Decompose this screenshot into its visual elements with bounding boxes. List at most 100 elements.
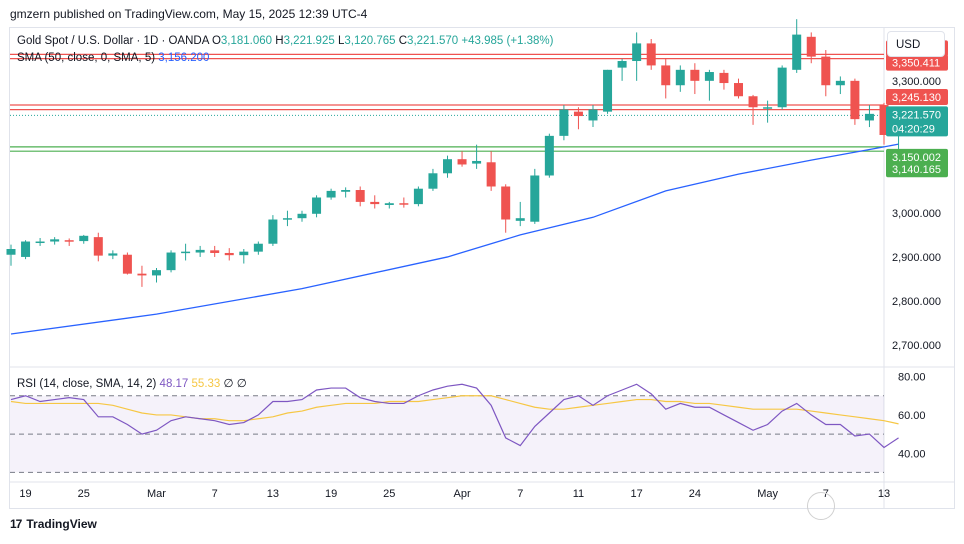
tag-level-5-bg — [886, 148, 948, 165]
candle-body — [6, 249, 16, 255]
candle-body — [777, 67, 787, 108]
tag-level-2: 3,350.411 — [892, 58, 940, 70]
tag-level-3-bg — [886, 88, 948, 105]
tag-last-price: 3,221.570 — [892, 109, 941, 121]
time-tick-label: Apr — [453, 488, 470, 500]
time-tick-label: 13 — [878, 488, 890, 500]
candle-body — [646, 43, 656, 66]
candle-body — [835, 80, 845, 86]
candle-body — [268, 219, 278, 244]
candle-body — [632, 43, 642, 62]
rsi-tick-label: 80.00 — [898, 372, 926, 384]
sma-label[interactable]: SMA (50, close, 0, SMA, 5) — [17, 52, 156, 64]
candle-body — [384, 203, 394, 205]
price-tick-label: 3,300.000 — [892, 76, 941, 88]
rsi-tick-label: 60.00 — [898, 410, 926, 422]
candle-body — [690, 69, 700, 81]
candle-body — [79, 235, 89, 242]
candle-body — [879, 105, 889, 135]
change-value: +43.985 (+1.38%) — [461, 35, 554, 47]
candle-body — [806, 36, 816, 57]
candle-body — [195, 249, 205, 253]
candle-body — [50, 239, 60, 242]
candle-body — [443, 159, 452, 174]
rsi-na-2: ∅ — [236, 378, 247, 390]
candle-body — [719, 72, 729, 84]
time-tick-label: 25 — [78, 488, 90, 500]
candle-body — [515, 218, 525, 221]
candle-body — [530, 175, 540, 222]
ohlc-legend: Gold Spot / U.S. Dollar · 1D · OANDA O 3,… — [17, 35, 554, 47]
time-tick-label: May — [757, 488, 778, 500]
currency-button[interactable]: USD — [887, 31, 945, 57]
candle-body — [93, 237, 103, 256]
time-tick-label: 19 — [19, 488, 31, 500]
candle-body — [21, 241, 31, 257]
candle-body — [152, 270, 161, 276]
candle-body — [399, 203, 409, 205]
high-label: H — [275, 35, 284, 47]
candle-body — [457, 159, 467, 165]
candle-body — [224, 252, 234, 256]
candle-body — [544, 135, 554, 176]
candle-body — [792, 34, 802, 70]
candle-body — [282, 218, 292, 220]
tag-level-2-bg — [886, 54, 948, 71]
candle-body — [253, 243, 263, 252]
candles — [6, 19, 904, 287]
tag-level-3: 3,245.130 — [892, 92, 941, 104]
time-tick-label: 17 — [631, 488, 643, 500]
candle-body — [763, 107, 773, 109]
tag-countdown: 04:20:29 — [892, 123, 935, 135]
candle-body — [64, 240, 74, 242]
symbol-title[interactable]: Gold Spot / U.S. Dollar · 1D · OANDA — [17, 35, 209, 47]
candle-body — [661, 65, 671, 86]
sma-legend: SMA (50, close, 0, SMA, 5) 3,156.200 — [17, 52, 209, 64]
candle-body — [326, 190, 336, 198]
candle-body — [35, 241, 45, 244]
price-tags: 3,360.0123,350.4113,245.1303,234.6403,22… — [886, 40, 948, 178]
candle-body — [559, 109, 569, 136]
rsi-na-1: ∅ — [223, 378, 234, 390]
candle-body — [312, 197, 322, 214]
time-tick-label: 13 — [267, 488, 279, 500]
rsi-value: 48.17 — [159, 378, 189, 390]
sma-value: 3,156.200 — [158, 52, 210, 64]
close-value: 3,221.570 — [407, 35, 459, 47]
time-tick-label: 11 — [573, 488, 584, 500]
candle-body — [603, 69, 613, 112]
candle-body — [181, 251, 191, 254]
tag-last-price-bg — [886, 106, 948, 137]
candle-body — [297, 213, 307, 219]
rsi-background — [10, 395, 884, 473]
sma50-line — [10, 143, 899, 335]
open-label: O — [211, 35, 221, 47]
time-tick-label: Mar — [147, 488, 166, 500]
rsi-label[interactable]: RSI (14, close, SMA, 14, 2) — [17, 378, 157, 390]
candle-body — [748, 96, 758, 108]
rsi-sma-value: 55.33 — [191, 378, 221, 390]
rsi-legend: RSI (14, close, SMA, 14, 2) 48.17 55.33 … — [17, 376, 247, 390]
tradingview-brand[interactable]: 17 TradingView — [10, 517, 97, 531]
candle-body — [370, 201, 380, 205]
rsi-line — [10, 383, 899, 449]
candle-body — [675, 69, 685, 86]
candle-body — [210, 250, 220, 253]
candle-body — [864, 113, 874, 121]
candle-body — [472, 160, 482, 164]
candle-body — [588, 109, 598, 121]
chart-frame — [9, 27, 955, 509]
tag-level-5: 3,150.002 — [892, 152, 941, 164]
candle-body — [413, 188, 423, 205]
candle-body — [501, 186, 511, 220]
candle-body — [428, 173, 438, 189]
time-tick-label: 25 — [383, 488, 395, 500]
price-tick-label: 2,900.000 — [892, 252, 941, 264]
price-tick-label: 3,000.000 — [892, 208, 941, 220]
tradingview-logo-icon: 17 — [10, 517, 22, 531]
candle-body — [137, 273, 147, 276]
candle-body — [166, 252, 176, 271]
candle-body — [239, 251, 249, 256]
watermark-logo-icon — [807, 492, 835, 520]
